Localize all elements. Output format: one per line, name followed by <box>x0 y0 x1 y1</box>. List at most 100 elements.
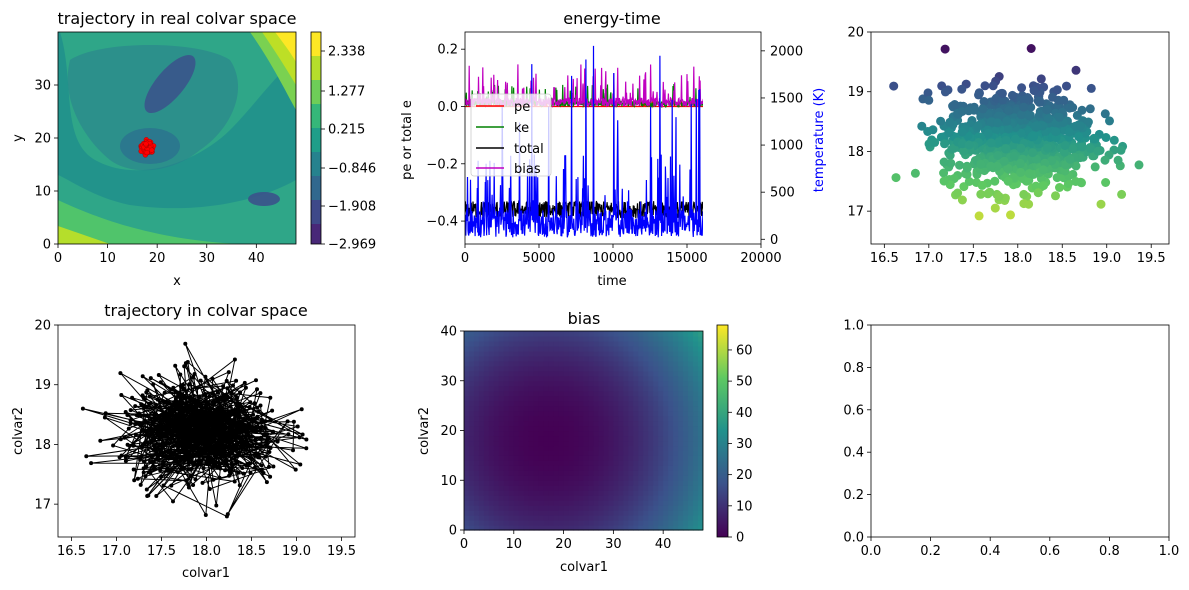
bias-cell <box>563 455 570 461</box>
bias-cell <box>464 445 470 451</box>
bias-cell <box>658 455 664 461</box>
bias-cell <box>653 390 659 397</box>
bias-cell <box>573 395 580 402</box>
bias-cell <box>488 430 495 437</box>
trajectory-marker <box>201 438 206 443</box>
bias-cell <box>608 525 614 531</box>
bias-cell <box>663 475 669 481</box>
bias-cell <box>464 331 470 337</box>
bias-cell <box>648 445 654 451</box>
bias-cell <box>588 465 595 471</box>
bias-cell <box>603 455 609 461</box>
bias-cell <box>508 365 515 372</box>
bias-cell <box>578 455 585 461</box>
bias-cell <box>623 440 629 447</box>
trajectory-marker <box>231 433 236 438</box>
bias-cell <box>673 510 679 516</box>
bias-cell <box>558 455 565 461</box>
trajectory-marker <box>189 429 193 434</box>
bias-cell <box>643 510 649 516</box>
bias-cell <box>578 405 585 412</box>
bias-cell <box>558 500 565 506</box>
bias-cell <box>603 510 609 516</box>
bias-cell <box>593 445 600 451</box>
bias-cell <box>683 485 689 491</box>
bias-cell <box>573 385 580 392</box>
x-tick-label: 1.0 <box>1159 544 1180 559</box>
trajectory-marker <box>253 437 258 442</box>
bias-cell <box>688 470 694 476</box>
bias-cell <box>498 380 505 387</box>
bias-cell <box>618 460 624 466</box>
trajectory-marker <box>255 405 260 410</box>
colorbar1-tick-label: 1.277 <box>328 85 365 100</box>
bias-cell <box>668 500 674 506</box>
bias-cell <box>678 460 684 466</box>
bias-cell <box>623 490 629 496</box>
bias-cell <box>528 480 535 486</box>
bias-cell <box>648 420 654 427</box>
trajectory-marker <box>178 432 183 437</box>
bias-cell <box>503 450 510 456</box>
bias-cell <box>623 400 629 407</box>
trajectory-marker <box>253 428 258 433</box>
bias-cell <box>653 375 659 382</box>
bias-cell <box>638 440 644 447</box>
bias-cell <box>543 340 550 347</box>
bias-cell <box>698 500 703 506</box>
bias-cell <box>503 505 510 511</box>
bias-cell <box>553 390 560 397</box>
bias-cell <box>528 415 535 422</box>
bias-cell <box>668 525 674 531</box>
scatter-point <box>1003 124 1013 134</box>
bias-cell <box>488 385 495 392</box>
bias-cell <box>538 405 545 412</box>
bias-cell <box>508 465 515 471</box>
bias-cell <box>518 335 525 342</box>
bias-cell <box>553 345 560 352</box>
bias-cell <box>683 500 689 506</box>
bias-cell <box>488 360 495 367</box>
bias-cell <box>513 331 520 337</box>
scatter-point <box>1090 162 1100 172</box>
bias-cell <box>688 360 694 367</box>
bias-cell <box>498 470 505 476</box>
bias-cell <box>568 350 575 357</box>
bias-cell <box>643 425 649 432</box>
y-tick-label: 30 <box>34 79 51 94</box>
bias-cell <box>618 470 624 476</box>
bias-cell <box>583 460 590 466</box>
bias-cell <box>563 475 570 481</box>
bias-cell <box>483 480 490 486</box>
trajectory-marker <box>186 485 191 490</box>
bias-cell <box>613 470 619 476</box>
bias-cell <box>538 495 545 501</box>
trajectory-marker <box>238 440 243 445</box>
bias-cell <box>568 360 575 367</box>
trajectory-marker <box>136 421 141 426</box>
bias-cell <box>533 485 540 491</box>
trajectory-marker <box>192 462 197 467</box>
bias-cell <box>698 465 703 471</box>
bias-cell <box>548 425 555 432</box>
bias-cell <box>553 395 560 402</box>
bias-cell <box>583 455 590 461</box>
bias-cell <box>558 425 565 432</box>
bias-cell <box>483 520 490 526</box>
bias-cell <box>473 500 480 506</box>
trajectory-marker <box>179 398 184 403</box>
bias-cell <box>583 335 590 342</box>
bias-cell <box>478 520 485 526</box>
bias-cell <box>648 395 654 402</box>
trajectory-marker <box>171 499 175 504</box>
bias-cell <box>513 360 520 367</box>
y-tick-label: 18 <box>34 438 51 453</box>
trajectory-marker <box>213 416 218 421</box>
bias-cell <box>673 425 679 432</box>
bias-cell <box>628 365 634 372</box>
bias-cell <box>618 335 624 342</box>
bias-cell <box>573 465 580 471</box>
trajectory-marker <box>217 439 222 444</box>
bias-cell <box>628 495 634 501</box>
contour-band-top-right-3 <box>275 32 296 62</box>
